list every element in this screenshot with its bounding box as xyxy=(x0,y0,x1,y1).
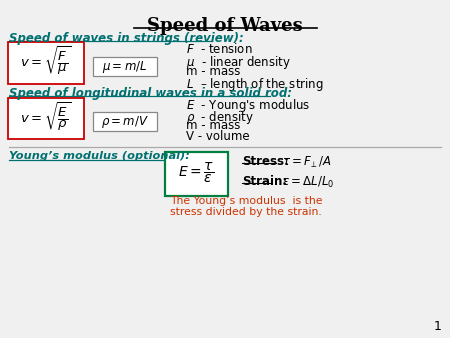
Text: $\tau = F_{\!\perp}/A$: $\tau = F_{\!\perp}/A$ xyxy=(282,155,331,170)
FancyBboxPatch shape xyxy=(93,113,158,131)
Text: Speed of Waves: Speed of Waves xyxy=(147,17,303,35)
Text: $\rho = m/V$: $\rho = m/V$ xyxy=(101,114,148,130)
Text: $\rho$  - density: $\rho$ - density xyxy=(186,108,254,125)
Text: $\varepsilon = \Delta L/L_0$: $\varepsilon = \Delta L/L_0$ xyxy=(282,175,334,190)
Text: V - volume: V - volume xyxy=(186,130,250,143)
FancyBboxPatch shape xyxy=(9,42,84,84)
Text: 1: 1 xyxy=(434,320,441,333)
Text: $L$  – length of the string: $L$ – length of the string xyxy=(186,76,324,93)
Text: $\mu = m/L$: $\mu = m/L$ xyxy=(102,59,147,75)
Text: $v = \sqrt{\dfrac{E}{\rho}}$: $v = \sqrt{\dfrac{E}{\rho}}$ xyxy=(20,101,72,134)
Text: Speed of longitudinal waves in a solid rod:: Speed of longitudinal waves in a solid r… xyxy=(9,87,292,100)
Text: The Young’s modulus  is the
stress divided by the strain.: The Young’s modulus is the stress divide… xyxy=(171,196,323,217)
Text: Stress:: Stress: xyxy=(242,155,289,168)
Text: m - mass: m - mass xyxy=(186,65,241,78)
Text: $E$  - Young's modulus: $E$ - Young's modulus xyxy=(186,97,310,114)
Text: Strain:: Strain: xyxy=(242,175,287,188)
Text: m - mass: m - mass xyxy=(186,119,241,132)
Text: $v = \sqrt{\dfrac{F}{\mu}}$: $v = \sqrt{\dfrac{F}{\mu}}$ xyxy=(20,45,72,78)
Text: $E = \dfrac{\tau}{\varepsilon}$: $E = \dfrac{\tau}{\varepsilon}$ xyxy=(178,161,214,185)
FancyBboxPatch shape xyxy=(93,57,158,76)
Text: $\mu$  - linear density: $\mu$ - linear density xyxy=(186,54,291,71)
Text: Young’s modulus (optional):: Young’s modulus (optional): xyxy=(9,151,190,161)
FancyBboxPatch shape xyxy=(165,152,228,196)
Text: Speed of waves in strings (review):: Speed of waves in strings (review): xyxy=(9,32,244,45)
Text: $F$  - tension: $F$ - tension xyxy=(186,42,253,56)
FancyBboxPatch shape xyxy=(9,98,84,139)
